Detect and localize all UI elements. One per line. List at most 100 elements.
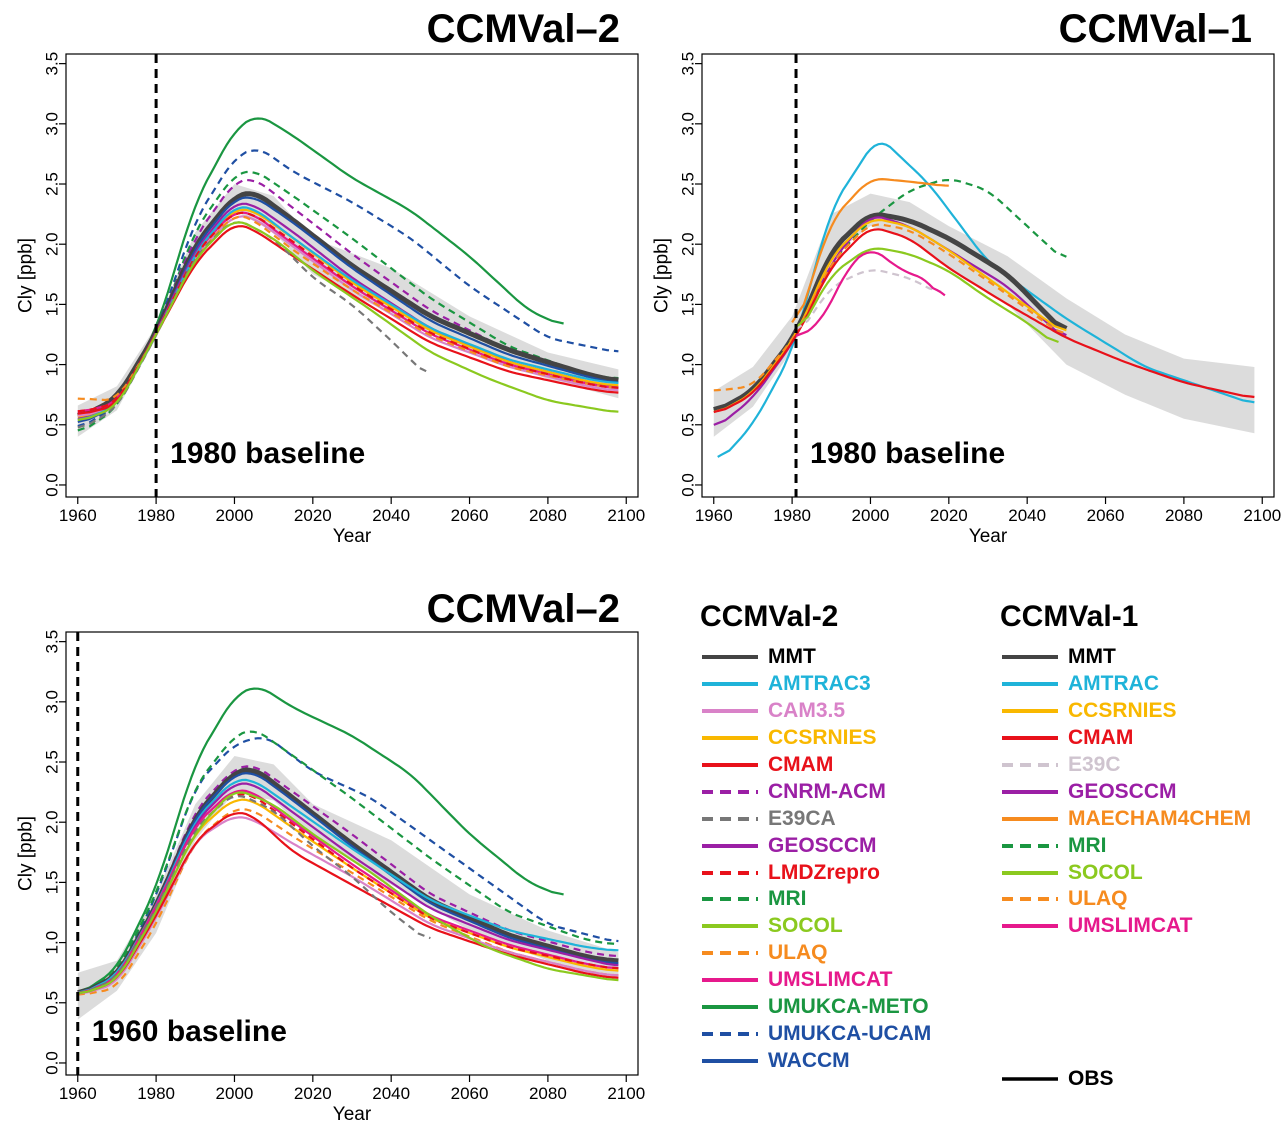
legend-ccmval2-swatch bbox=[702, 897, 758, 902]
legend-ccmval2-item-ulaq: ULAQ bbox=[700, 940, 931, 967]
legend-label-obs: OBS bbox=[1068, 1067, 1114, 1091]
panel-bottom-left-series-umukca-meto bbox=[77, 687, 564, 993]
legend-rows-ccmval2: MMT AMTRAC3 CAM3.5 CCSRNIES CMAM CNRM-ACM E39C… bbox=[700, 644, 931, 1074]
panel-top-left-xtick-label: 1960 bbox=[59, 506, 97, 525]
legend-ccmval2-item-geosccm: GEOSCCM bbox=[700, 832, 931, 859]
panel-bottom-left-series-cmam bbox=[77, 812, 619, 995]
panel-bottom-left-xtick-label: 2100 bbox=[607, 1084, 645, 1103]
panel-bottom-left-xlabel: Year bbox=[333, 1104, 372, 1123]
panel-bottom-left-series-umslimcat bbox=[77, 789, 619, 995]
panel-bottom-left: CCMVal–2 1960 baseline 1960 1980 2000 2020 204… bbox=[16, 587, 646, 1125]
legend-ccmval2-swatch bbox=[702, 736, 758, 741]
legend-ccmval2-label: GEOSCCM bbox=[768, 833, 877, 857]
legend-ccmval1-item-umslimcat: UMSLIMCAT bbox=[1000, 913, 1251, 940]
panel-top-left-xtick-label: 1980 bbox=[137, 506, 175, 525]
panel-top-left: CCMVal–2 1980 baseline 1960 1980 2000 2020 204… bbox=[16, 7, 646, 547]
panel-top-right-xtick-label: 2000 bbox=[852, 506, 890, 525]
legend-ccmval1-item-amtrac: AMTRAC bbox=[1000, 671, 1251, 698]
legend-ccmval2-item-umukca-meto: UMUKCA-METO bbox=[700, 994, 931, 1021]
legend-ccmval2-swatch bbox=[702, 978, 758, 983]
panel-top-left-ytick-label: 0.0 bbox=[43, 473, 62, 497]
panel-top-left-xtick-label: 2020 bbox=[294, 506, 332, 525]
panel-top-right-series-socol bbox=[795, 247, 1059, 344]
legend-ccmval1-swatch bbox=[1002, 897, 1058, 902]
panel-top-left-xtick-label: 2100 bbox=[607, 506, 645, 525]
panel-bottom-left-baseline-annotation: 1960 baseline bbox=[92, 1015, 287, 1048]
panel-top-right-series-geosccm bbox=[713, 216, 1067, 426]
legend-ccmval2-swatch bbox=[702, 843, 758, 848]
panel-top-right-xtick-label: 2040 bbox=[1008, 506, 1046, 525]
panel-bottom-left-ytick-label: 3.0 bbox=[43, 690, 62, 714]
legend-ccmval1-label: GEOSCCM bbox=[1068, 779, 1177, 803]
panel-top-right-series-mmt bbox=[713, 212, 1068, 412]
panel-top-left-uncertainty-band bbox=[77, 184, 619, 437]
legend-ccmval2-label: WACCM bbox=[768, 1048, 850, 1072]
legend-ccmval2-item-ccsrnies: CCSRNIES bbox=[700, 725, 931, 752]
legend-ccmval1-label: ULAQ bbox=[1068, 887, 1128, 911]
panel-bottom-left-xtick-label: 2000 bbox=[216, 1084, 254, 1103]
panel-top-left-ytick-label: 3.5 bbox=[43, 52, 62, 76]
panel-top-right-xtick-label: 2060 bbox=[1087, 506, 1125, 525]
legend-ccmval1-swatch bbox=[1002, 709, 1058, 714]
legend-ccmval2-label: ULAQ bbox=[768, 941, 828, 965]
panel-bottom-left-ytick-label: 1.0 bbox=[43, 931, 62, 955]
panel-top-right-series-e39c bbox=[795, 269, 942, 331]
panel-top-right-ytick-label: 0.0 bbox=[679, 473, 698, 497]
legend-ccmval1-item-geosccm: GEOSCCM bbox=[1000, 778, 1251, 805]
panel-top-right-ytick-label: 3.0 bbox=[679, 112, 698, 136]
legend-ccmval2-swatch bbox=[702, 816, 758, 821]
legend-ccmval2-item-mmt: MMT bbox=[700, 644, 931, 671]
panel-top-right-ytick-label: 1.0 bbox=[679, 353, 698, 377]
panel-top-right-xtick-label: 2100 bbox=[1243, 506, 1281, 525]
legend-ccmval2-item-umslimcat: UMSLIMCAT bbox=[700, 967, 931, 994]
legend-ccmval1-label: UMSLIMCAT bbox=[1068, 914, 1193, 938]
legend-ccmval2-swatch bbox=[702, 951, 758, 956]
legend-ccmval2-item-umukca-ucam: UMUKCA-UCAM bbox=[700, 1020, 931, 1047]
panel-bottom-left-series-socol bbox=[77, 791, 619, 995]
legend-ccmval1-item-ulaq: ULAQ bbox=[1000, 886, 1251, 913]
legend-ccmval1-label: E39C bbox=[1068, 753, 1121, 776]
panel-bottom-left-series-umukca-ucam bbox=[77, 737, 619, 994]
legend-ccmval2-swatch bbox=[702, 924, 758, 929]
legend-ccmval2-item-cnrm-acm: CNRM-ACM bbox=[700, 778, 931, 805]
panel-bottom-left-ytick-label: 2.5 bbox=[43, 750, 62, 774]
legend-ccmval2-swatch bbox=[702, 1058, 758, 1063]
panel-top-right-title: CCMVal–1 bbox=[1059, 7, 1252, 51]
legend-ccmval2-label: SOCOL bbox=[768, 914, 843, 938]
panel-bottom-left-series-cnrm-acm bbox=[77, 765, 619, 994]
legend-ccmval2-item-amtrac3: AMTRAC3 bbox=[700, 671, 931, 698]
panel-bottom-left-ytick-label: 1.5 bbox=[43, 871, 62, 895]
panel-top-left-xtick-label: 2040 bbox=[372, 506, 410, 525]
legend-ccmval1-item-mmt: MMT bbox=[1000, 644, 1251, 671]
panel-top-right-ytick-label: 0.5 bbox=[679, 413, 698, 437]
legend-ccmval2-item-mri: MRI bbox=[700, 886, 931, 913]
panel-top-right-xlabel: Year bbox=[969, 526, 1008, 547]
legend-ccmval1-item-e39c: E39C bbox=[1000, 752, 1251, 779]
legend-ccmval2-swatch bbox=[702, 655, 758, 660]
panel-top-right-ytick-label: 3.5 bbox=[679, 52, 698, 76]
panel-bottom-left-xtick-label: 2040 bbox=[372, 1084, 410, 1103]
legend-ccmval1: CCMVal-1 MMT AMTRAC CCSRNIES CMAM E39C GEOSCC… bbox=[1000, 600, 1251, 940]
legend-ccmval2-item-socol: SOCOL bbox=[700, 913, 931, 940]
legend-ccmval2-swatch bbox=[702, 1005, 758, 1010]
panel-top-left-series-lmdzrepro bbox=[77, 211, 619, 413]
panel-top-right-ytick-label: 2.0 bbox=[679, 232, 698, 256]
legend-ccmval2-label: MMT bbox=[768, 645, 816, 669]
panel-top-left-ytick-label: 3.0 bbox=[43, 112, 62, 136]
legend-ccmval1-swatch bbox=[1002, 682, 1058, 687]
panel-top-right-uncertainty-band bbox=[713, 193, 1255, 437]
panel-top-left-ytick-label: 2.5 bbox=[43, 172, 62, 196]
legend-ccmval2-swatch bbox=[702, 709, 758, 714]
legend-title-ccmval2: CCMVal-2 bbox=[700, 600, 839, 633]
legend-ccmval1-swatch bbox=[1002, 736, 1058, 741]
panel-top-left-xtick-label: 2080 bbox=[529, 506, 567, 525]
legend-ccmval2-label: CMAM bbox=[768, 753, 834, 776]
panel-top-left-frame bbox=[65, 53, 639, 498]
legend-ccmval1-item-cmam: CMAM bbox=[1000, 725, 1251, 752]
legend-ccmval1-item-ccsrnies: CCSRNIES bbox=[1000, 698, 1251, 725]
legend-ccmval2-label: MRI bbox=[768, 887, 807, 911]
legend-ccmval1-label: CMAM bbox=[1068, 726, 1134, 750]
panel-bottom-left-xtick-label: 1980 bbox=[137, 1084, 175, 1103]
panel-top-left-series-e39ca bbox=[77, 221, 431, 429]
legend-ccmval2-label: AMTRAC3 bbox=[768, 672, 871, 696]
